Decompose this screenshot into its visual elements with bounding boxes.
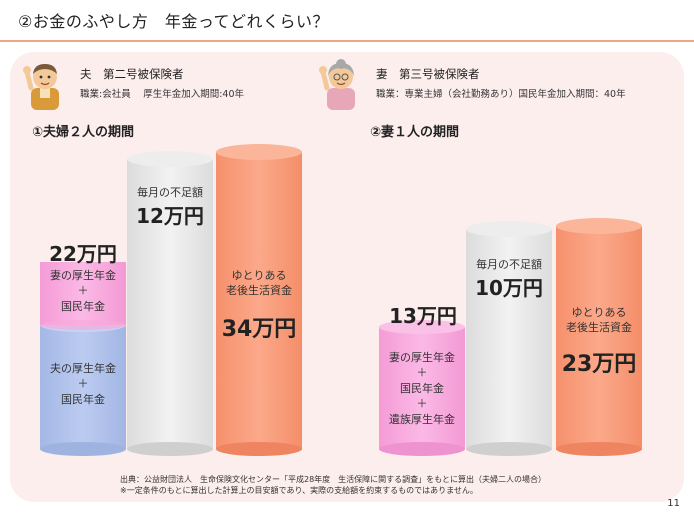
section2-title: ②妻１人の期間 <box>370 125 460 140</box>
section1-cylinders <box>40 144 302 456</box>
section1-living-line2: 老後生活資金 <box>226 284 292 298</box>
wife-pension-line3: 国民年金 <box>61 299 105 313</box>
section2-living-label: ゆとりある 老後生活資金 <box>556 305 642 336</box>
wife-profile: 妻 第三号被保険者 職業：専業主婦（会社勤務あり）国民年金加入期間：40年 <box>318 58 678 110</box>
section1-living-line1: ゆとりある <box>231 269 287 282</box>
wife-detail: 職業：専業主婦（会社勤務あり）国民年金加入期間：40年 <box>376 89 626 100</box>
page-number: 11 <box>667 498 680 509</box>
husband-pension-line2: ＋ <box>77 377 89 391</box>
section2-shortfall-amount: 10万円 <box>475 276 543 300</box>
persons-row: 夫 第二号被保険者 職業:会社員 厚生年金加入期間:40年 妻 第三号被保険者 … <box>22 58 672 110</box>
wife-role: 妻 第三号被保険者 <box>376 67 480 81</box>
husband-pension-line3: 国民年金 <box>61 392 105 406</box>
section2-pension-line4: ＋ <box>416 397 428 411</box>
title-divider <box>0 40 694 42</box>
section2-pension-line3: 国民年金 <box>400 381 444 395</box>
husband-pension-line1: 夫の厚生年金 <box>50 362 116 375</box>
section1-living-cylinder <box>216 144 302 456</box>
section2-living-line2: 老後生活資金 <box>566 321 632 335</box>
section2-shortfall-cylinder <box>466 221 552 456</box>
wife-pension-line1: 妻の厚生年金 <box>50 269 116 282</box>
section2-pension-cylinder <box>379 320 465 456</box>
section1-wife-cylinder <box>40 262 126 330</box>
section1-wife-pension-label: 妻の厚生年金 ＋ 国民年金 <box>40 268 126 314</box>
section1-wife-pension-amount: 22万円 <box>49 242 117 266</box>
section1-living-amount: 34万円 <box>221 317 297 342</box>
husband-profile: 夫 第二号被保険者 職業:会社員 厚生年金加入期間:40年 <box>22 58 322 110</box>
section1-shortfall-label: 毎月の不足額 <box>137 186 203 199</box>
page-title: ②お金のふやし方 年金ってどれくらい？ <box>18 12 330 31</box>
source-footnote: 出典：公益財団法人 生命保険文化センター「平成28年度 生活保障に関する調査」を… <box>120 474 546 496</box>
section2-pension-line5: 遺族厚生年金 <box>389 412 455 426</box>
elderly-woman-icon <box>319 59 355 110</box>
section1-husband-pension-label: 夫の厚生年金 ＋ 国民年金 <box>40 361 126 407</box>
section2-living-cylinder <box>556 218 642 456</box>
husband-detail: 職業:会社員 厚生年金加入期間:40年 <box>80 89 245 100</box>
section2-pension-amount: 13万円 <box>389 304 457 328</box>
source-line: 出典：公益財団法人 生命保険文化センター「平成28年度 生活保障に関する調査」を… <box>120 475 547 484</box>
elderly-man-icon <box>23 64 59 110</box>
section2-pension-line2: ＋ <box>416 366 428 380</box>
wife-pension-line2: ＋ <box>77 284 89 298</box>
section1-husband-cylinder <box>40 318 126 456</box>
husband-role: 夫 第二号被保険者 <box>80 67 184 81</box>
section1-shortfall-cylinder <box>127 151 213 456</box>
disclaimer-line: ※一定条件のもとに算出した計算上の目安額であり、実際の支給額を約束するものではあ… <box>120 486 478 496</box>
section2-living-amount: 23万円 <box>561 352 637 377</box>
section1-shortfall-amount: 12万円 <box>136 204 204 228</box>
section1-living-label: ゆとりある 老後生活資金 <box>216 268 302 299</box>
section2-shortfall-label: 毎月の不足額 <box>476 258 542 271</box>
section2-pension-label: 妻の厚生年金 ＋ 国民年金 ＋ 遺族厚生年金 <box>379 350 465 427</box>
section2-pension-line1: 妻の厚生年金 <box>389 351 455 364</box>
section2-living-line1: ゆとりある <box>571 306 627 319</box>
section1-title: ①夫婦２人の期間 <box>32 125 135 140</box>
section2-cylinders <box>379 218 642 456</box>
